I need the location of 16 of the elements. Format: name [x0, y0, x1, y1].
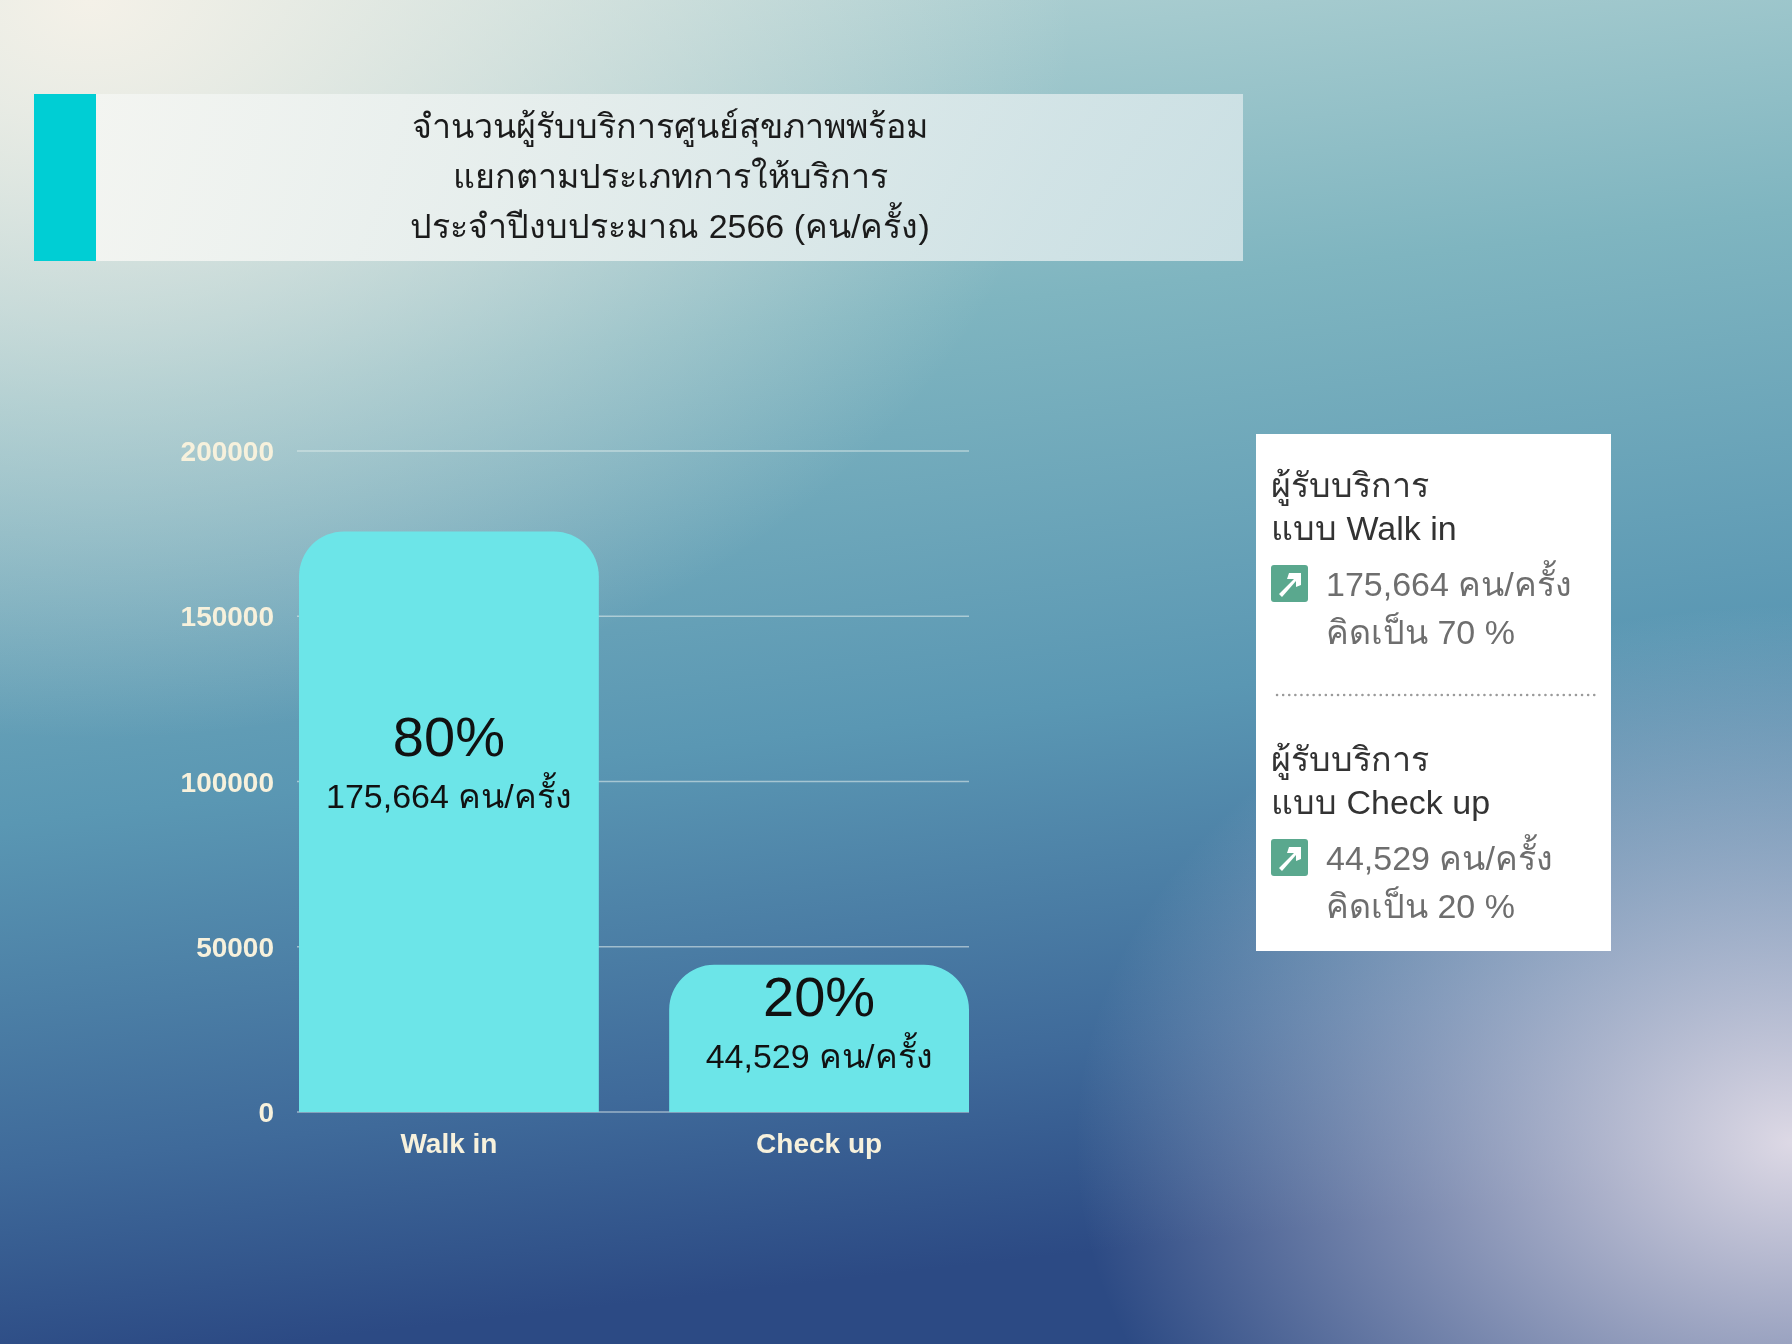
chart-title: จำนวนผู้รับบริการศูนย์สุขภาพพร้อม แยกตามประเภทการให้บริการ ประจำปีงบประมาณ 2566 (คน/ครั้ง)	[410, 107, 930, 245]
x-tick-label: Check up	[756, 1128, 883, 1159]
y-tick-label: 50000	[196, 931, 274, 963]
y-tick-label: 150000	[180, 601, 274, 633]
text: คิดเป็น 20 %	[1326, 886, 1515, 925]
text: 44,529 คน/ครั้ง	[1326, 834, 1553, 877]
data-label: 20% 44,529 คน/ครั้ง	[705, 964, 933, 1075]
y-tick-label: 200000	[180, 436, 274, 467]
data-label: 80% 175,664 คน/ครั้ง	[326, 704, 572, 815]
text: 175,664 คน/ครั้ง	[1326, 560, 1572, 603]
text: คิดเป็น 70 %	[1326, 612, 1515, 651]
y-tick-label: 100000	[180, 766, 274, 798]
x-tick-label: Walk in	[400, 1128, 498, 1159]
y-tick-label: 0	[258, 1097, 274, 1128]
text: ผู้รับบริการ แบบ Walk in	[1271, 466, 1457, 547]
text: ผู้รับบริการ แบบ Check up	[1271, 740, 1491, 821]
